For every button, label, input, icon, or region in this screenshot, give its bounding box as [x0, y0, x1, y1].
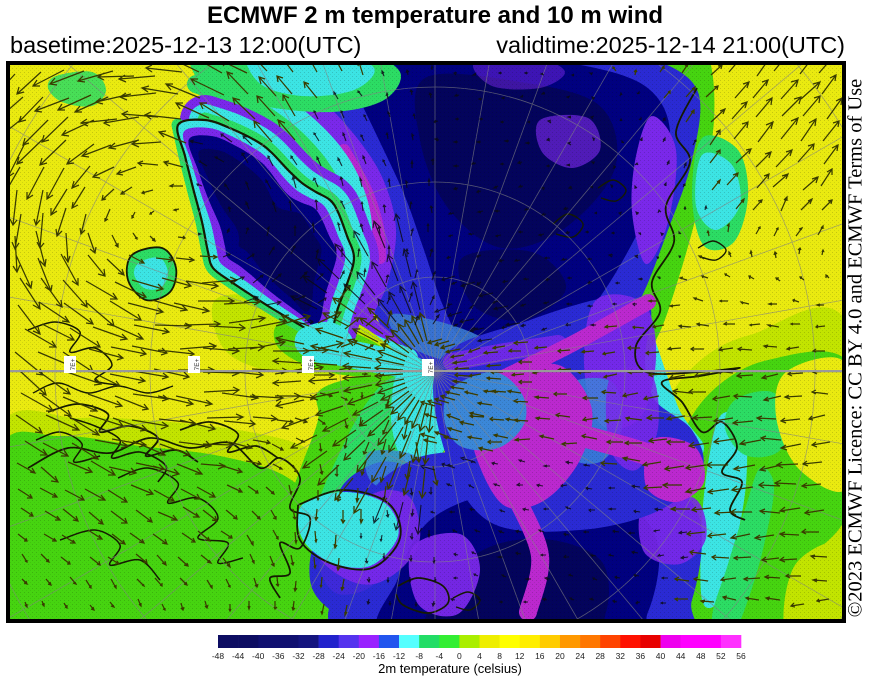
svg-text:56: 56 [736, 651, 746, 661]
svg-text:44: 44 [676, 651, 686, 661]
svg-text:-12: -12 [393, 651, 406, 661]
svg-text:-28: -28 [312, 651, 325, 661]
svg-text:-32: -32 [292, 651, 305, 661]
svg-text:-48: -48 [212, 651, 225, 661]
svg-text:0: 0 [457, 651, 462, 661]
svg-text:36: 36 [636, 651, 646, 661]
svg-text:48: 48 [696, 651, 706, 661]
svg-text:-24: -24 [333, 651, 346, 661]
svg-text:20: 20 [555, 651, 565, 661]
svg-text:16: 16 [535, 651, 545, 661]
svg-text:-44: -44 [232, 651, 245, 661]
svg-text:4: 4 [477, 651, 482, 661]
svg-text:-36: -36 [272, 651, 285, 661]
svg-text:-20: -20 [353, 651, 366, 661]
svg-text:28: 28 [595, 651, 605, 661]
svg-text:7E+: 7E+ [308, 358, 315, 370]
svg-text:12: 12 [515, 651, 525, 661]
svg-text:-16: -16 [373, 651, 386, 661]
svg-text:-8: -8 [415, 651, 423, 661]
svg-text:7E+: 7E+ [194, 358, 201, 370]
svg-text:8: 8 [497, 651, 502, 661]
svg-text:-40: -40 [252, 651, 265, 661]
svg-text:24: 24 [575, 651, 585, 661]
svg-text:32: 32 [616, 651, 626, 661]
svg-text:7E+: 7E+ [70, 358, 77, 370]
svg-text:-4: -4 [436, 651, 444, 661]
svg-text:40: 40 [656, 651, 666, 661]
svg-text:52: 52 [716, 651, 726, 661]
svg-text:7E+: 7E+ [428, 361, 435, 373]
